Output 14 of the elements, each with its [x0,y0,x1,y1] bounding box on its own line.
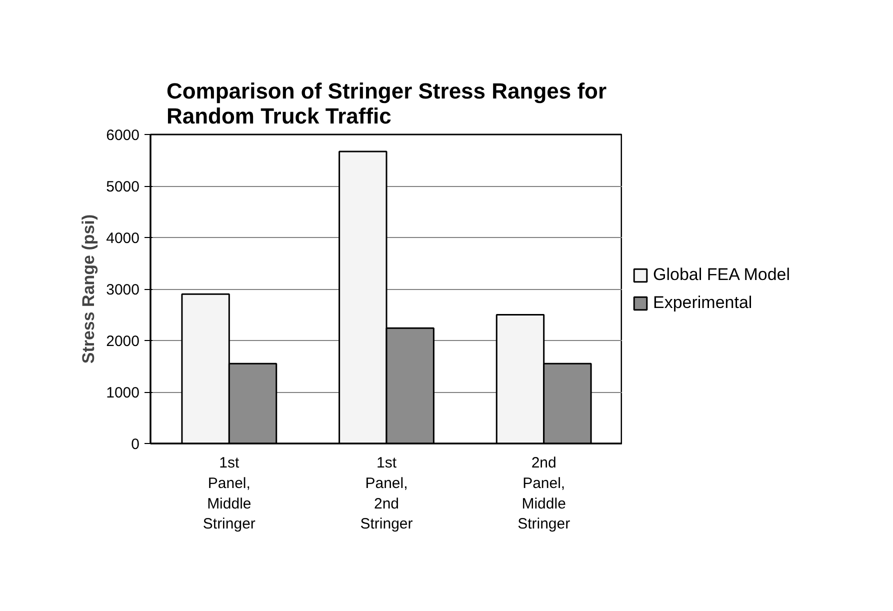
x-tick-label: 1st Panel, Middle Stringer [202,454,256,533]
y-tick-label: 6000 [106,127,140,144]
y-tick-label: 1000 [106,384,140,402]
legend-label: Global FEA Model [653,264,790,284]
y-tick-label: 3000 [106,282,140,298]
y-tick-label: 4000 [106,230,140,247]
y-tick-label: 5000 [106,178,140,196]
chart-title: Comparison of Stringer Stress Ranges for Random Truck Traffic [166,78,607,128]
legend-label: Experimental [653,292,752,312]
y-tick-label: 0 [131,436,140,453]
y-axis-title: Stress Range (psi) [79,214,98,364]
x-tick-label: 1st Panel, 2nd Stringer [360,454,413,533]
y-tick-label: 2000 [106,333,140,350]
x-tick-label: 2nd Panel, Middle Stringer [518,454,570,533]
